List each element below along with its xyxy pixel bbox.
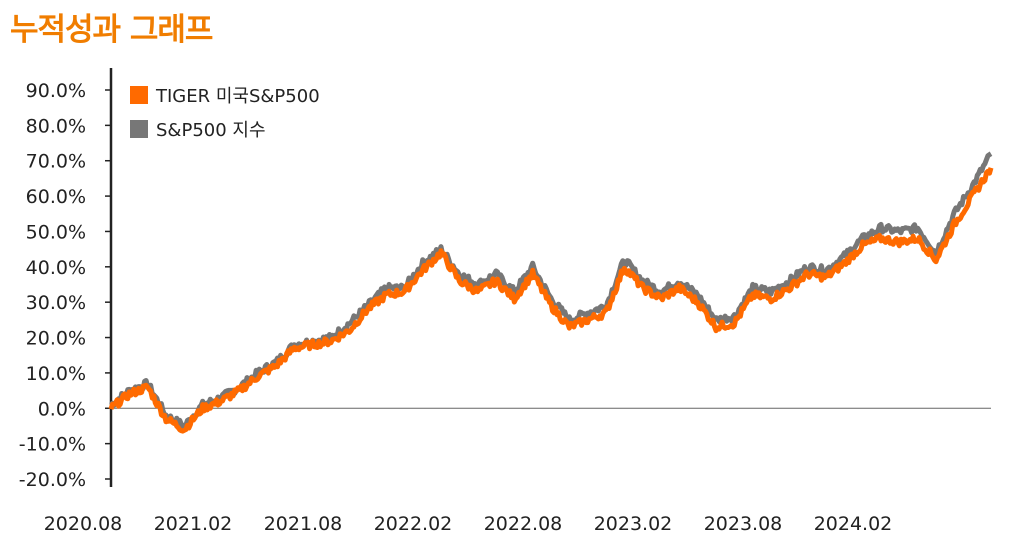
y-tick-label: 70.0% [26,151,86,173]
legend-label: TIGER 미국S&P500 [155,86,320,107]
y-tick-label: -10.0% [19,434,86,456]
x-tick-label: 2021.02 [154,513,233,535]
x-tick-label: 2020.08 [44,513,123,535]
y-tick-label: 30.0% [26,292,86,314]
x-tick-label: 2023.08 [704,513,783,535]
series-layer [108,151,994,434]
series-line-tiger-sp500 [108,167,994,434]
y-tick-label: 50.0% [26,221,86,243]
page-title: 누적성과 그래프 [10,12,213,48]
y-tick-label: 80.0% [26,115,86,137]
y-tick-label: 0.0% [38,398,86,420]
y-tick-label: 20.0% [26,328,86,350]
y-tick-label: 90.0% [26,80,86,102]
x-tick-label: 2023.02 [594,513,673,535]
legend-swatch [130,86,148,104]
series-line-sp500-index [109,151,993,430]
x-tick-label: 2021.08 [264,513,343,535]
x-tick-label: 2022.08 [484,513,563,535]
legend-label: S&P500 지수 [156,120,266,141]
y-axis-ticks: 90.0% 80.0% 70.0% 60.0% 50.0% 40.0% 30.0% 20.0%… [19,80,111,491]
legend-swatch [130,120,148,138]
x-tick-label: 2024.02 [814,513,893,535]
y-tick-label: -20.0% [19,469,86,491]
y-tick-label: 40.0% [26,257,86,279]
x-tick-label: 2022.02 [374,513,453,535]
x-axis-ticks: 2020.08 2021.02 2021.08 2022.02 2022.08 2023.… [44,513,893,535]
y-tick-label: 10.0% [26,363,86,385]
legend: TIGER 미국S&P500 S&P500 지수 [130,86,320,141]
y-tick-label: 60.0% [26,186,86,208]
